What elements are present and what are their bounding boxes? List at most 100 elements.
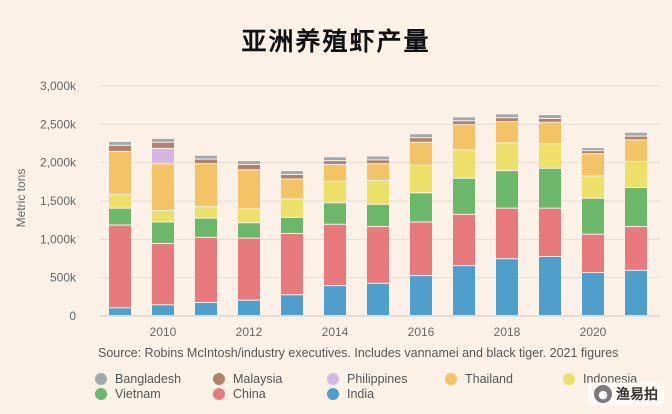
legend-item-malaysia[interactable]: Malaysia	[213, 372, 282, 386]
bar-malaysia-2009	[109, 145, 131, 151]
bar-thailand-2018	[496, 122, 518, 143]
bar-malaysia-2012	[238, 164, 260, 170]
legend-swatch	[213, 388, 225, 400]
bar-china-2010	[152, 243, 174, 305]
bar-bangladesh-2017	[453, 117, 475, 121]
bar-thailand-2017	[453, 125, 475, 150]
bar-thailand-2019	[539, 122, 561, 144]
bar-vietnam-2017	[453, 178, 475, 214]
legend-item-philippines[interactable]: Philippines	[327, 372, 407, 386]
bar-bangladesh-2012	[238, 161, 260, 164]
bar-bangladesh-2020	[582, 148, 604, 151]
bar-india-2017	[453, 266, 475, 315]
bar-stack-2014	[324, 157, 346, 315]
bar-thailand-2021	[625, 140, 647, 161]
bar-indonesia-2010	[152, 210, 174, 222]
bar-thailand-2009	[109, 151, 131, 194]
y-tick-label: 1,000k	[40, 232, 77, 246]
bar-china-2015	[367, 227, 389, 283]
bar-china-2017	[453, 214, 475, 266]
bar-india-2014	[324, 286, 346, 315]
legend-item-thailand[interactable]: Thailand	[445, 372, 513, 386]
bar-china-2009	[109, 225, 131, 308]
bar-vietnam-2016	[410, 193, 432, 222]
legend-item-india[interactable]: India	[327, 387, 374, 401]
x-tick-label: 2020	[580, 325, 607, 339]
bar-thailand-2011	[195, 164, 217, 207]
y-tick-label: 500k	[50, 271, 77, 285]
bar-bangladesh-2018	[496, 114, 518, 118]
y-tick-label: 2,000k	[40, 156, 77, 170]
legend-swatch	[213, 373, 225, 385]
bar-vietnam-2019	[539, 168, 561, 208]
legend-item-vietnam[interactable]: Vietnam	[95, 387, 161, 401]
bar-india-2012	[238, 300, 260, 315]
stacked-bar-chart: 0 500k 1,000k 1,500k 2,000k 2,500k 3,000k 2010…	[14, 79, 660, 339]
bar-india-2021	[625, 270, 647, 315]
legend-item-china[interactable]: China	[213, 387, 266, 401]
legend-label: Vietnam	[115, 387, 161, 401]
bar-vietnam-2009	[109, 208, 131, 225]
bar-bangladesh-2015	[367, 156, 389, 160]
bar-india-2011	[195, 302, 217, 315]
legend-label: Bangladesh	[115, 372, 182, 386]
legend-swatch	[327, 373, 339, 385]
bar-china-2019	[539, 208, 561, 256]
bar-malaysia-2014	[324, 161, 346, 164]
bar-bangladesh-2013	[281, 171, 303, 174]
bar-vietnam-2010	[152, 222, 174, 243]
bar-india-2018	[496, 259, 518, 315]
x-tick-label: 2016	[408, 325, 435, 339]
watermark: ● 渔易拍	[588, 382, 664, 406]
bar-stack-2012	[238, 161, 260, 315]
bar-vietnam-2011	[195, 218, 217, 237]
bar-china-2020	[582, 234, 604, 273]
bar-malaysia-2011	[195, 159, 217, 164]
bar-thailand-2013	[281, 179, 303, 199]
bar-china-2013	[281, 233, 303, 295]
bar-china-2012	[238, 238, 260, 300]
bar-thailand-2020	[582, 154, 604, 176]
bar-malaysia-2010	[152, 142, 174, 148]
y-tick-label: 1,500k	[40, 194, 77, 208]
bar-vietnam-2013	[281, 217, 303, 233]
bar-stack-2018	[496, 114, 518, 315]
x-tick-label: 2014	[322, 325, 349, 339]
watermark-text: 渔易拍	[616, 387, 658, 403]
legend-swatch	[563, 373, 575, 385]
bar-bangladesh-2014	[324, 157, 346, 161]
bar-china-2021	[625, 227, 647, 270]
bar-indonesia-2017	[453, 150, 475, 178]
bar-indonesia-2013	[281, 199, 303, 217]
bar-india-2010	[152, 305, 174, 315]
bar-bangladesh-2019	[539, 115, 561, 118]
bar-indonesia-2011	[195, 207, 217, 218]
bar-thailand-2016	[410, 142, 432, 165]
bar-bangladesh-2010	[152, 138, 174, 142]
bar-india-2009	[109, 308, 131, 315]
bar-thailand-2012	[238, 170, 260, 209]
y-tick-label: 0	[69, 309, 76, 323]
bar-stack-2011	[195, 155, 217, 315]
bar-vietnam-2014	[324, 203, 346, 224]
bar-china-2016	[410, 222, 432, 276]
bar-indonesia-2015	[367, 181, 389, 204]
x-axis: 2010 2012 2014 2016 2018 2020	[150, 325, 607, 339]
bar-india-2020	[582, 273, 604, 315]
bar-vietnam-2018	[496, 171, 518, 208]
legend-swatch	[327, 388, 339, 400]
bar-thailand-2015	[367, 164, 389, 181]
legend-label: Thailand	[465, 372, 513, 386]
bar-india-2015	[367, 283, 389, 315]
source-note: Source: Robins McIntosh/industry executi…	[98, 346, 619, 360]
y-axis: 0 500k 1,000k 1,500k 2,000k 2,500k 3,000k	[40, 79, 77, 323]
bar-indonesia-2014	[324, 181, 346, 203]
bar-china-2011	[195, 237, 217, 302]
bar-indonesia-2016	[410, 165, 432, 193]
bar-vietnam-2012	[238, 223, 260, 238]
legend-item-bangladesh[interactable]: Bangladesh	[95, 372, 181, 386]
legend-label: Philippines	[347, 372, 408, 386]
bar-vietnam-2020	[582, 198, 604, 234]
bar-stack-2010	[152, 138, 174, 315]
bar-stack-2019	[539, 115, 561, 315]
